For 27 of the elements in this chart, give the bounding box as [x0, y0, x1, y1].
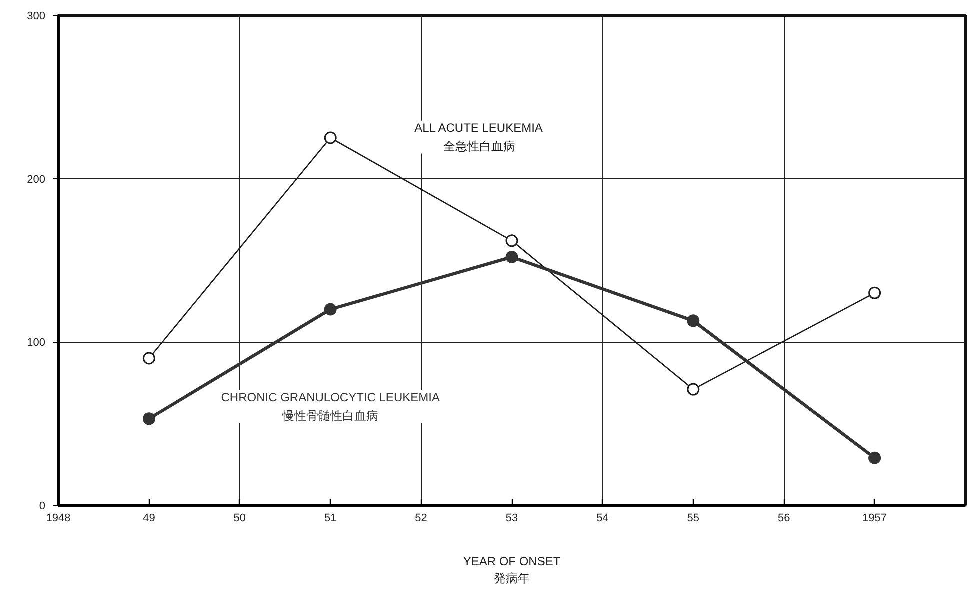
series-label: CHRONIC GRANULOCYTIC LEUKEMIA 慢性骨髄性白血病 [221, 390, 440, 424]
point [868, 286, 882, 300]
point [324, 303, 337, 316]
y-tick-label: 0 [39, 500, 46, 512]
point [324, 132, 337, 144]
x-tick-label: 55 [687, 512, 700, 524]
point [687, 383, 700, 396]
point [506, 234, 518, 248]
x-tick-label: 52 [415, 512, 428, 524]
point [506, 250, 518, 264]
x-tick-label: 56 [778, 512, 790, 524]
point [142, 352, 156, 365]
y-tick-label: 200 [27, 174, 46, 186]
x-tick-label: 1948 [46, 512, 71, 524]
x-tick-label: 51 [324, 512, 337, 524]
point [142, 412, 156, 426]
x-tick-label: 54 [596, 512, 609, 524]
y-tick-label: 300 [27, 10, 46, 22]
point [687, 314, 700, 328]
x-axis-title: YEAR OF ONSET 発病年 [463, 554, 562, 586]
text: ALL ACUTE LEUKEMIA 全急性白血病 [414, 120, 543, 154]
x-tick-label: 50 [234, 512, 246, 524]
y-tick-label: 100 [27, 337, 46, 350]
x-tick-label: 1957 [862, 512, 888, 524]
x-tick-label: 53 [506, 512, 518, 524]
x-tick-label: 49 [143, 512, 156, 524]
point [868, 452, 882, 464]
